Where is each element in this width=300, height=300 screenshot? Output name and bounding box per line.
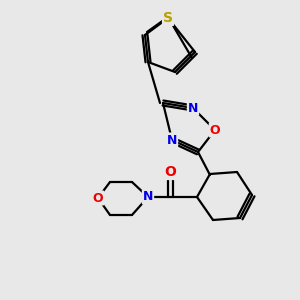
Text: O: O — [210, 124, 220, 136]
Text: O: O — [93, 191, 103, 205]
Text: N: N — [188, 101, 198, 115]
Text: N: N — [167, 134, 177, 146]
Text: N: N — [143, 190, 153, 203]
Text: O: O — [164, 165, 176, 179]
Text: S: S — [163, 11, 173, 25]
